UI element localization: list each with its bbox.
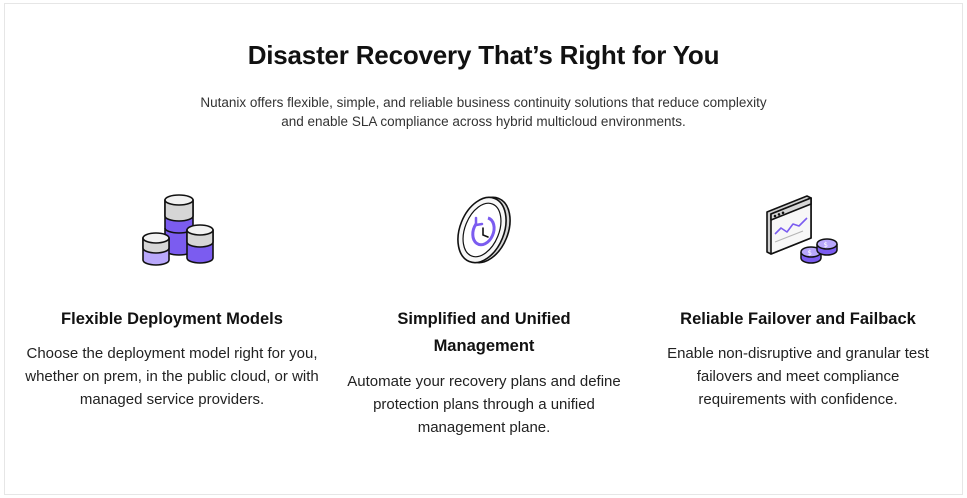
monitor-coins-icon: $ $ [766,195,838,264]
feature-title: Simplified and Unified Management [397,310,571,355]
page-subtitle: Nutanix offers flexible, simple, and rel… [200,95,767,129]
feature-description: Choose the deployment model right for yo… [25,345,319,408]
feature-title: Flexible Deployment Models [61,310,283,328]
feature-title: Reliable Failover and Failback [680,310,916,328]
feature-description: Automate your recovery plans and define … [347,373,621,436]
recovery-clock-icon [457,196,511,264]
svg-text:$: $ [824,241,828,249]
svg-text:$: $ [808,249,812,257]
feature-card-flexible-deployment: Flexible Deployment Models Choose the de… [22,180,322,411]
feature-card-failover-failback: $ $ Reliable Failover and Failback Enabl… [648,180,948,411]
feature-description: Enable non-disruptive and granular test … [667,345,929,408]
feature-card-unified-management: Simplified and Unified Management Automa… [334,180,634,439]
page-title: Disaster Recovery That’s Right for You [247,40,720,70]
database-cylinders-icon [142,194,214,266]
